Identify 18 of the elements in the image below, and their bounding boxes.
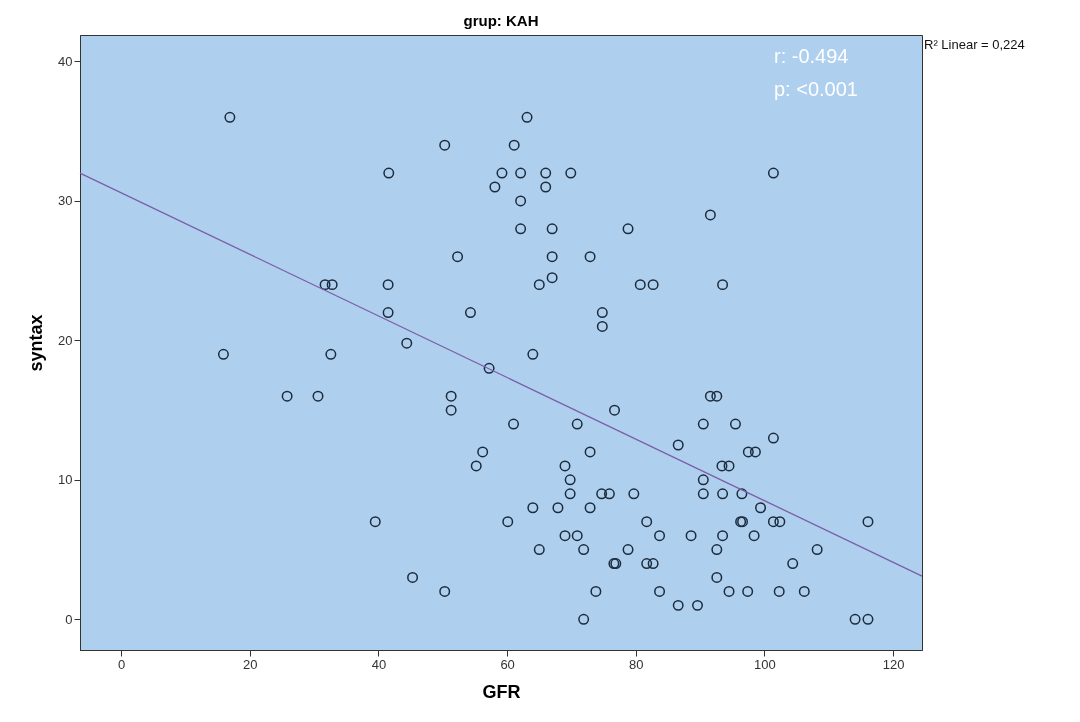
x-tick-label: 60 (500, 656, 515, 672)
y-tick-label: 20 (58, 332, 73, 348)
y-tick-label: 10 (58, 472, 73, 488)
y-tick-label: 40 (58, 54, 73, 69)
text: R² Linear = 0,224 (924, 37, 1025, 52)
x-tick-label: 40 (371, 656, 387, 672)
x-tick-label: 0 (118, 656, 126, 672)
y-tick-label: 0 (65, 611, 73, 627)
x-tick-label: 120 (882, 656, 905, 672)
x-tick-label: 20 (243, 656, 258, 672)
y-tick-label: 30 (58, 193, 73, 209)
chart-title: grup: KAH (463, 12, 539, 29)
y-axis-title: syntax (26, 314, 47, 372)
x-tick-label: 80 (629, 656, 644, 672)
annotation: r: -0.494 (774, 45, 849, 67)
x-axis-title: GFR (482, 681, 521, 702)
annotation: p: <0.001 (774, 78, 858, 100)
x-tick-label: 100 (754, 656, 776, 672)
